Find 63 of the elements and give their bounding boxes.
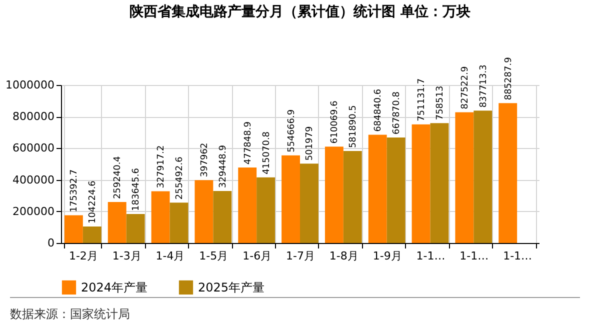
x-tick-label: 1-4月 [156, 250, 185, 262]
bar [108, 202, 126, 243]
data-label: 255492.6 [174, 156, 185, 200]
bar [82, 226, 102, 243]
y-tick-label: 400000 [12, 173, 54, 186]
x-tick-label: 1-7月 [286, 250, 315, 262]
bar [498, 103, 518, 243]
bar [194, 180, 214, 243]
y-tick-label: 200000 [12, 204, 54, 218]
data-label: 751131.7 [417, 78, 428, 122]
bar [126, 214, 145, 243]
data-label: 758513 [435, 86, 446, 120]
data-label: 327917.2 [156, 145, 167, 188]
data-label: 501979 [305, 126, 316, 161]
bar [151, 191, 170, 243]
bar [455, 112, 474, 243]
bar [324, 146, 344, 243]
bar [256, 177, 276, 243]
data-label: 554666.9 [286, 109, 297, 152]
data-label: 667870.8 [392, 91, 402, 134]
y-tick-label: 0 [48, 236, 54, 250]
data-label: 885287.9 [504, 56, 514, 100]
data-label: 259240.4 [113, 156, 124, 200]
chart-title: 陕西省集成电路产量分月（累计值）统计图 单位：万块 [130, 3, 470, 20]
x-tick-label: 1-2月 [68, 250, 98, 262]
x-tick-label: 1-6月 [242, 250, 272, 262]
y-tick-label: 800000 [12, 110, 54, 124]
bar [368, 134, 387, 243]
bar [64, 215, 83, 243]
bar [170, 202, 188, 243]
x-tick-label: 1-1… [503, 250, 532, 262]
data-label: 684840.6 [374, 88, 384, 132]
data-label: 329448.9 [218, 144, 228, 188]
bar [386, 137, 406, 243]
data-label: 477848.9 [243, 121, 254, 164]
x-tick-label: 1-9月 [372, 250, 402, 262]
x-tick-label: 1-5月 [199, 250, 228, 262]
x-tick-label: 1-1… [460, 250, 489, 262]
bar [300, 164, 318, 243]
data-label: 104224.6 [88, 180, 98, 224]
data-label: 827522.9 [460, 66, 470, 110]
bar [412, 124, 430, 243]
source-note: 数据来源：国家统计局 [10, 306, 130, 323]
legend-label: 2024年产量 [81, 280, 148, 294]
bar [343, 151, 362, 243]
data-label: 837713.3 [478, 64, 489, 108]
data-label: 183645.6 [132, 168, 142, 211]
bar [213, 190, 232, 243]
x-tick-label: 1-1… [416, 250, 446, 262]
data-label: 397962 [200, 142, 210, 178]
data-label: 610069.6 [330, 100, 340, 144]
bar [282, 155, 300, 243]
data-label: 415070.8 [262, 131, 272, 174]
y-tick-label: 600000 [12, 142, 54, 155]
x-tick-label: 1-3月 [112, 250, 142, 262]
bar [474, 110, 492, 243]
bar [238, 168, 257, 243]
y-tick-label: 1000000 [6, 78, 54, 92]
legend-label: 2025年产量 [198, 280, 265, 294]
x-tick-label: 1-8月 [329, 250, 358, 262]
bar [430, 123, 449, 243]
data-label: 581890.5 [348, 105, 359, 148]
data-label: 175392.7 [70, 169, 80, 212]
